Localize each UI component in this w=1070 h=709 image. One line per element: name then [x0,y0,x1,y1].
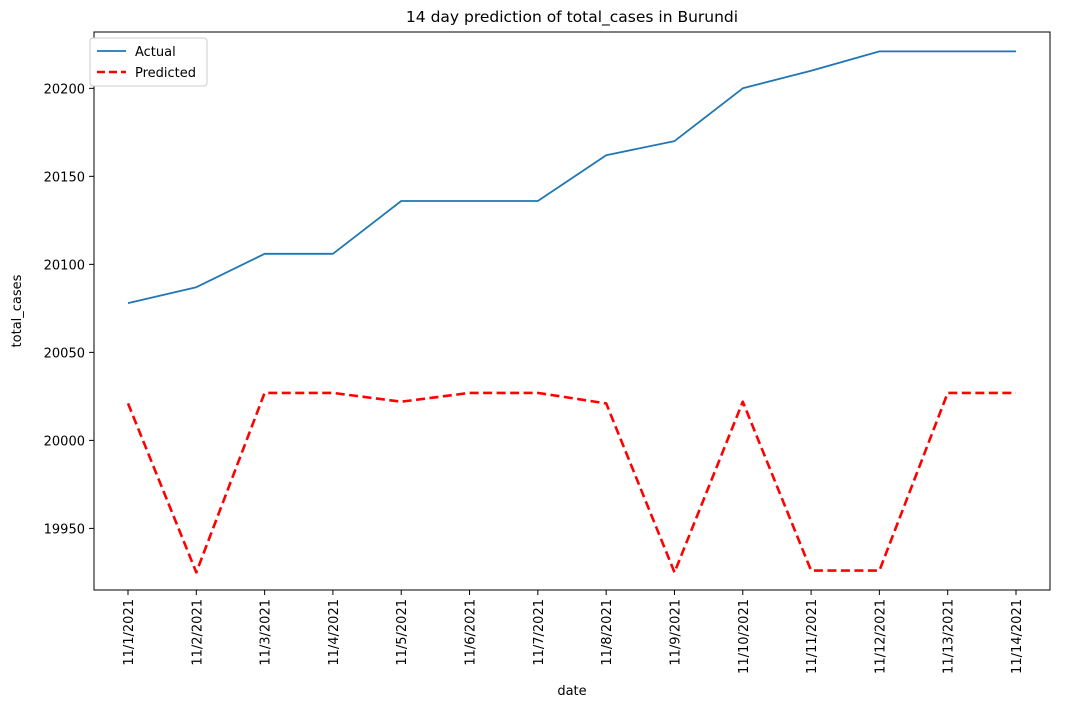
x-tick-label: 11/4/2021 [327,599,342,666]
chart-title: 14 day prediction of total_cases in Buru… [406,8,738,27]
plot-area [93,31,1051,591]
legend-label-actual: Actual [135,45,176,60]
x-tick-label: 11/14/2021 [1010,599,1025,674]
x-tick-label: 11/2/2021 [190,599,205,666]
x-tick-label: 11/7/2021 [532,599,547,666]
y-tick-label: 20100 [44,258,85,273]
series-line-actual [127,50,1016,304]
x-tick-label: 11/10/2021 [737,599,752,674]
series-layer [126,50,1016,574]
y-tick-label: 20200 [44,82,85,97]
legend-box [89,37,208,87]
y-tick-label: 19950 [44,522,85,537]
y-axis-label: total_cases [10,274,25,347]
x-tick-label: 11/6/2021 [464,599,479,666]
y-tick-label: 20150 [44,170,85,185]
x-tick-label: 11/11/2021 [805,599,820,674]
x-tick-label: 11/8/2021 [600,599,615,666]
legend-label-predicted: Predicted [135,66,196,81]
series-line-predicted [126,391,1016,574]
y-tick-label: 20050 [44,346,85,361]
x-tick-label: 11/12/2021 [873,599,888,674]
y-tick-label: 20000 [44,434,85,449]
legend: Actual Predicted [89,37,208,87]
x-tick-label: 11/5/2021 [395,599,410,666]
y-axis: 19950 20000 20050 20100 20150 20200 [44,82,94,537]
x-tick-label: 11/13/2021 [942,599,957,674]
x-tick-label: 11/1/2021 [122,599,137,666]
x-axis-label: date [557,684,586,699]
x-axis: 11/1/2021 11/2/2021 11/3/2021 11/4/2021 11/5… [122,590,1025,674]
x-tick-label: 11/3/2021 [259,599,274,666]
x-tick-label: 11/9/2021 [668,599,683,666]
